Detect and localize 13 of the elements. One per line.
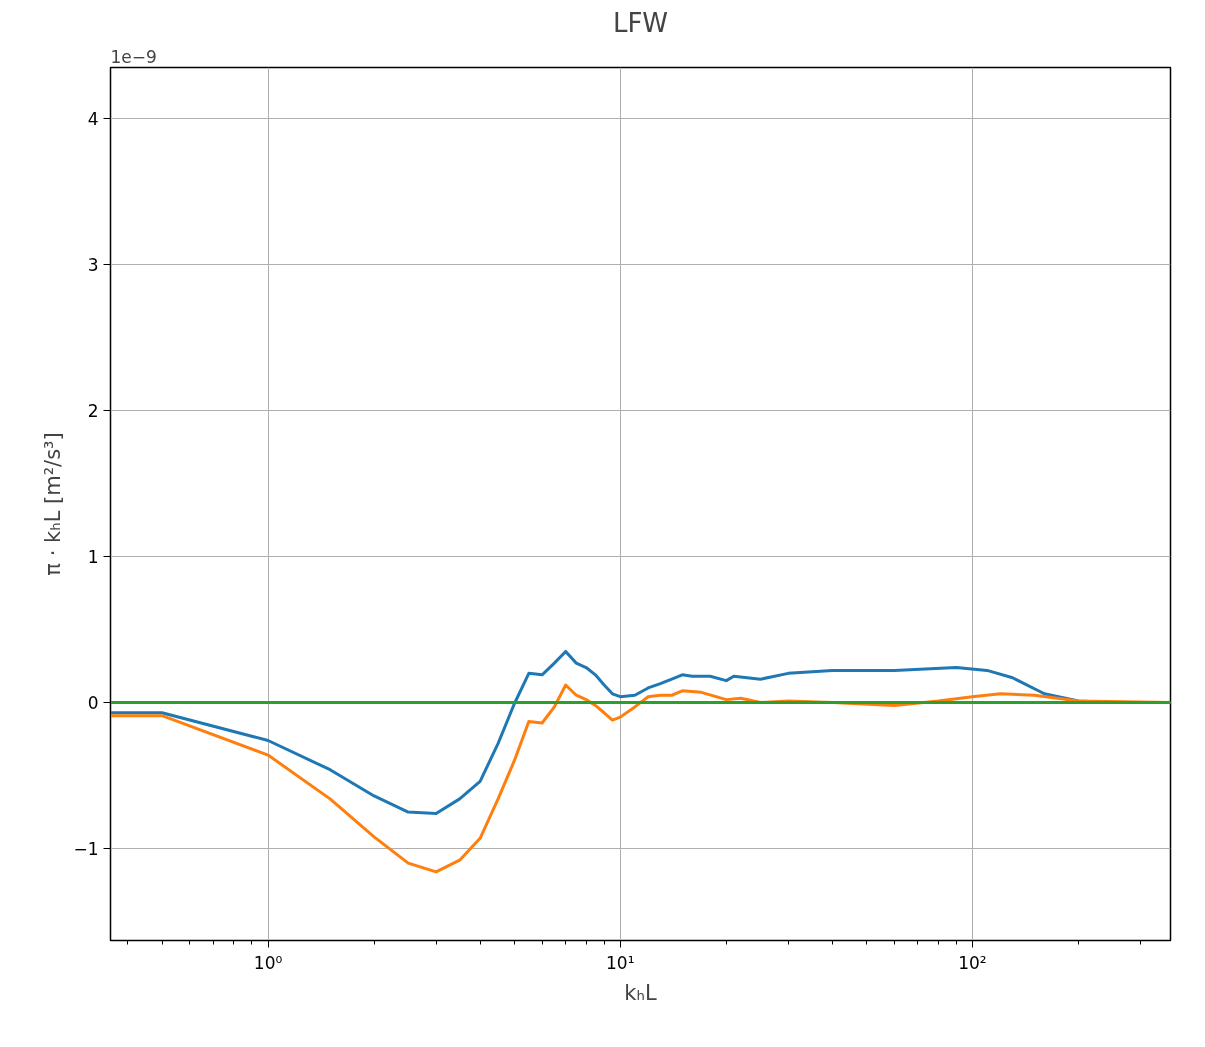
y-tick-label: 2 bbox=[87, 401, 99, 422]
x-tick-label: 10² bbox=[958, 952, 987, 973]
chart-title: LFW bbox=[612, 7, 669, 38]
text: 1e−9 bbox=[110, 46, 157, 67]
y-tick-label: 0 bbox=[87, 693, 99, 714]
x-tick-label: 10⁰ bbox=[253, 952, 283, 973]
y-tick-label: 4 bbox=[87, 109, 99, 130]
x-axis-title: kₕL bbox=[624, 980, 657, 1005]
x-tick-label: 10¹ bbox=[606, 952, 635, 973]
y-tick-label: 3 bbox=[87, 255, 99, 276]
y-tick-label: −1 bbox=[73, 839, 99, 860]
y-tick-label: 1 bbox=[87, 547, 99, 568]
y-axis-title: π · kₕL [m²/s³] bbox=[41, 432, 66, 576]
